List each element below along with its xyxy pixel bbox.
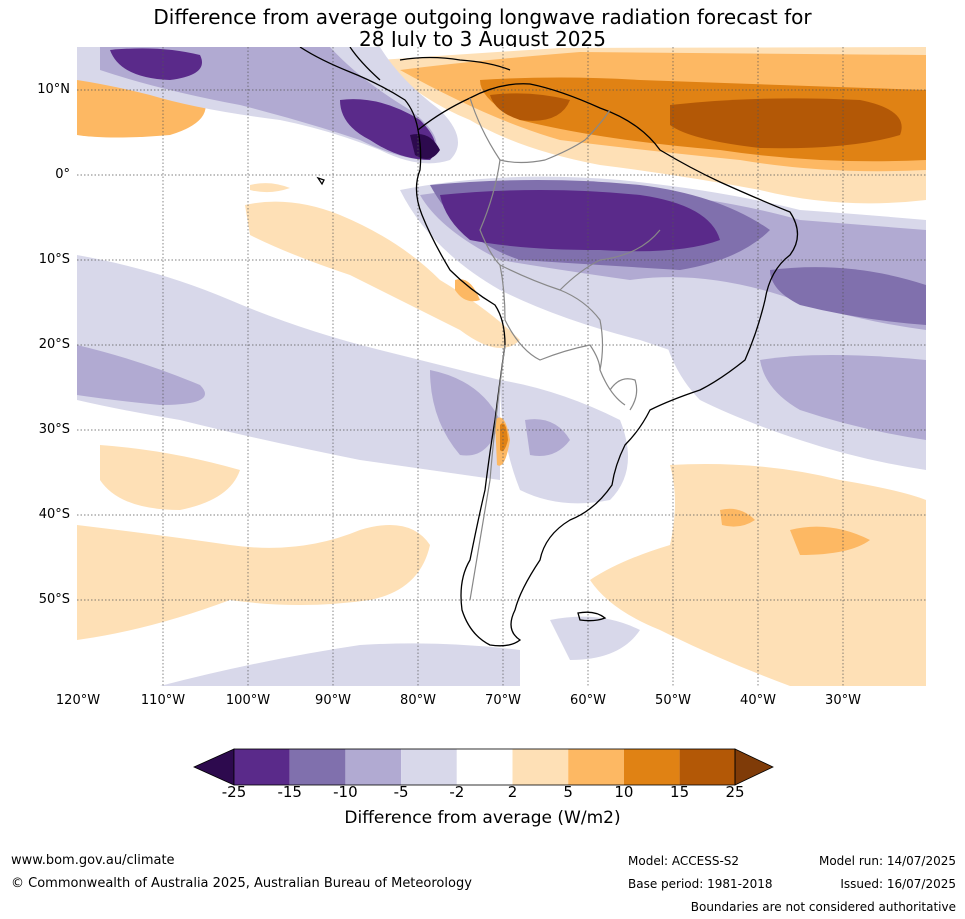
lat-label-40s: 40°S — [38, 507, 70, 522]
colorbar-swatch-8 — [623, 749, 680, 785]
colorbar-tick: -2 — [449, 783, 465, 801]
south-america-outline — [415, 83, 799, 647]
lon-label-100w: 100°W — [225, 693, 271, 708]
issued-date: Issued: 16/07/2025 — [840, 877, 956, 891]
base-period: Base period: 1981-2018 — [628, 877, 773, 891]
anomaly-field — [77, 47, 926, 686]
colorbar-tick: -15 — [277, 783, 302, 801]
lon-label-30w: 30°W — [825, 693, 861, 708]
lon-label-110w: 110°W — [140, 693, 186, 708]
lon-label-70w: 70°W — [485, 693, 521, 708]
colorbar-tick: -5 — [393, 783, 409, 801]
colorbar-tick: -10 — [333, 783, 358, 801]
lat-label-20s: 20°S — [38, 337, 70, 352]
lat-label-50s: 50°S — [38, 592, 70, 607]
boundaries-disclaimer: Boundaries are not considered authoritat… — [690, 900, 956, 914]
colorbar-tick: 25 — [725, 783, 745, 801]
lon-label-120w: 120°W — [55, 693, 101, 708]
positive-anomaly-pacific — [245, 201, 520, 348]
colorbar-swatch-9 — [679, 749, 735, 785]
colorbar-swatch-5 — [456, 749, 513, 785]
colorbar-swatch-2 — [289, 749, 346, 785]
lon-label-40w: 40°W — [740, 693, 776, 708]
colorbar-tick: 2 — [507, 783, 518, 801]
coastline — [299, 47, 799, 647]
positive-anomaly-south — [77, 525, 430, 640]
country-borders — [469, 97, 661, 601]
map-title-line2: 28 July to 3 August 2025 — [359, 27, 606, 51]
colorbar-label: Difference from average (W/m2) — [344, 808, 621, 828]
colorbar-swatch-1 — [234, 749, 290, 785]
website-link[interactable]: www.bom.gov.au/climate — [11, 853, 175, 868]
central-america-outline — [299, 47, 419, 131]
colorbar-tick: 15 — [670, 783, 690, 801]
lat-label-30s: 30°S — [38, 422, 70, 437]
colorbar-swatch-3 — [345, 749, 402, 785]
colorbar-tick: -25 — [221, 783, 247, 801]
lat-label-0: 0° — [55, 167, 70, 182]
map-title-line1: Difference from average outgoing longwav… — [153, 5, 812, 29]
lon-label-50w: 50°W — [655, 693, 691, 708]
copyright-text: © Commonwealth of Australia 2025, Austra… — [11, 876, 472, 891]
colorbar-swatch-min — [193, 748, 235, 786]
lon-label-80w: 80°W — [400, 693, 436, 708]
model-run-date: Model run: 14/07/2025 — [818, 854, 956, 868]
colorbar-tick: 10 — [614, 783, 634, 801]
lon-label-90w: 90°W — [315, 693, 351, 708]
colorbar-tick: 5 — [563, 783, 573, 801]
colorbar-swatch-7 — [568, 749, 624, 785]
lat-label-10n: 10°N — [37, 82, 70, 97]
colorbar-swatch-6 — [512, 749, 569, 785]
colorbar-swatch-4 — [401, 749, 457, 785]
colorbar-swatch-max — [734, 748, 774, 786]
lat-label-10s: 10°S — [38, 252, 70, 267]
lon-label-60w: 60°W — [570, 693, 606, 708]
model-name: Model: ACCESS-S2 — [628, 854, 740, 868]
colorbar — [193, 748, 774, 786]
